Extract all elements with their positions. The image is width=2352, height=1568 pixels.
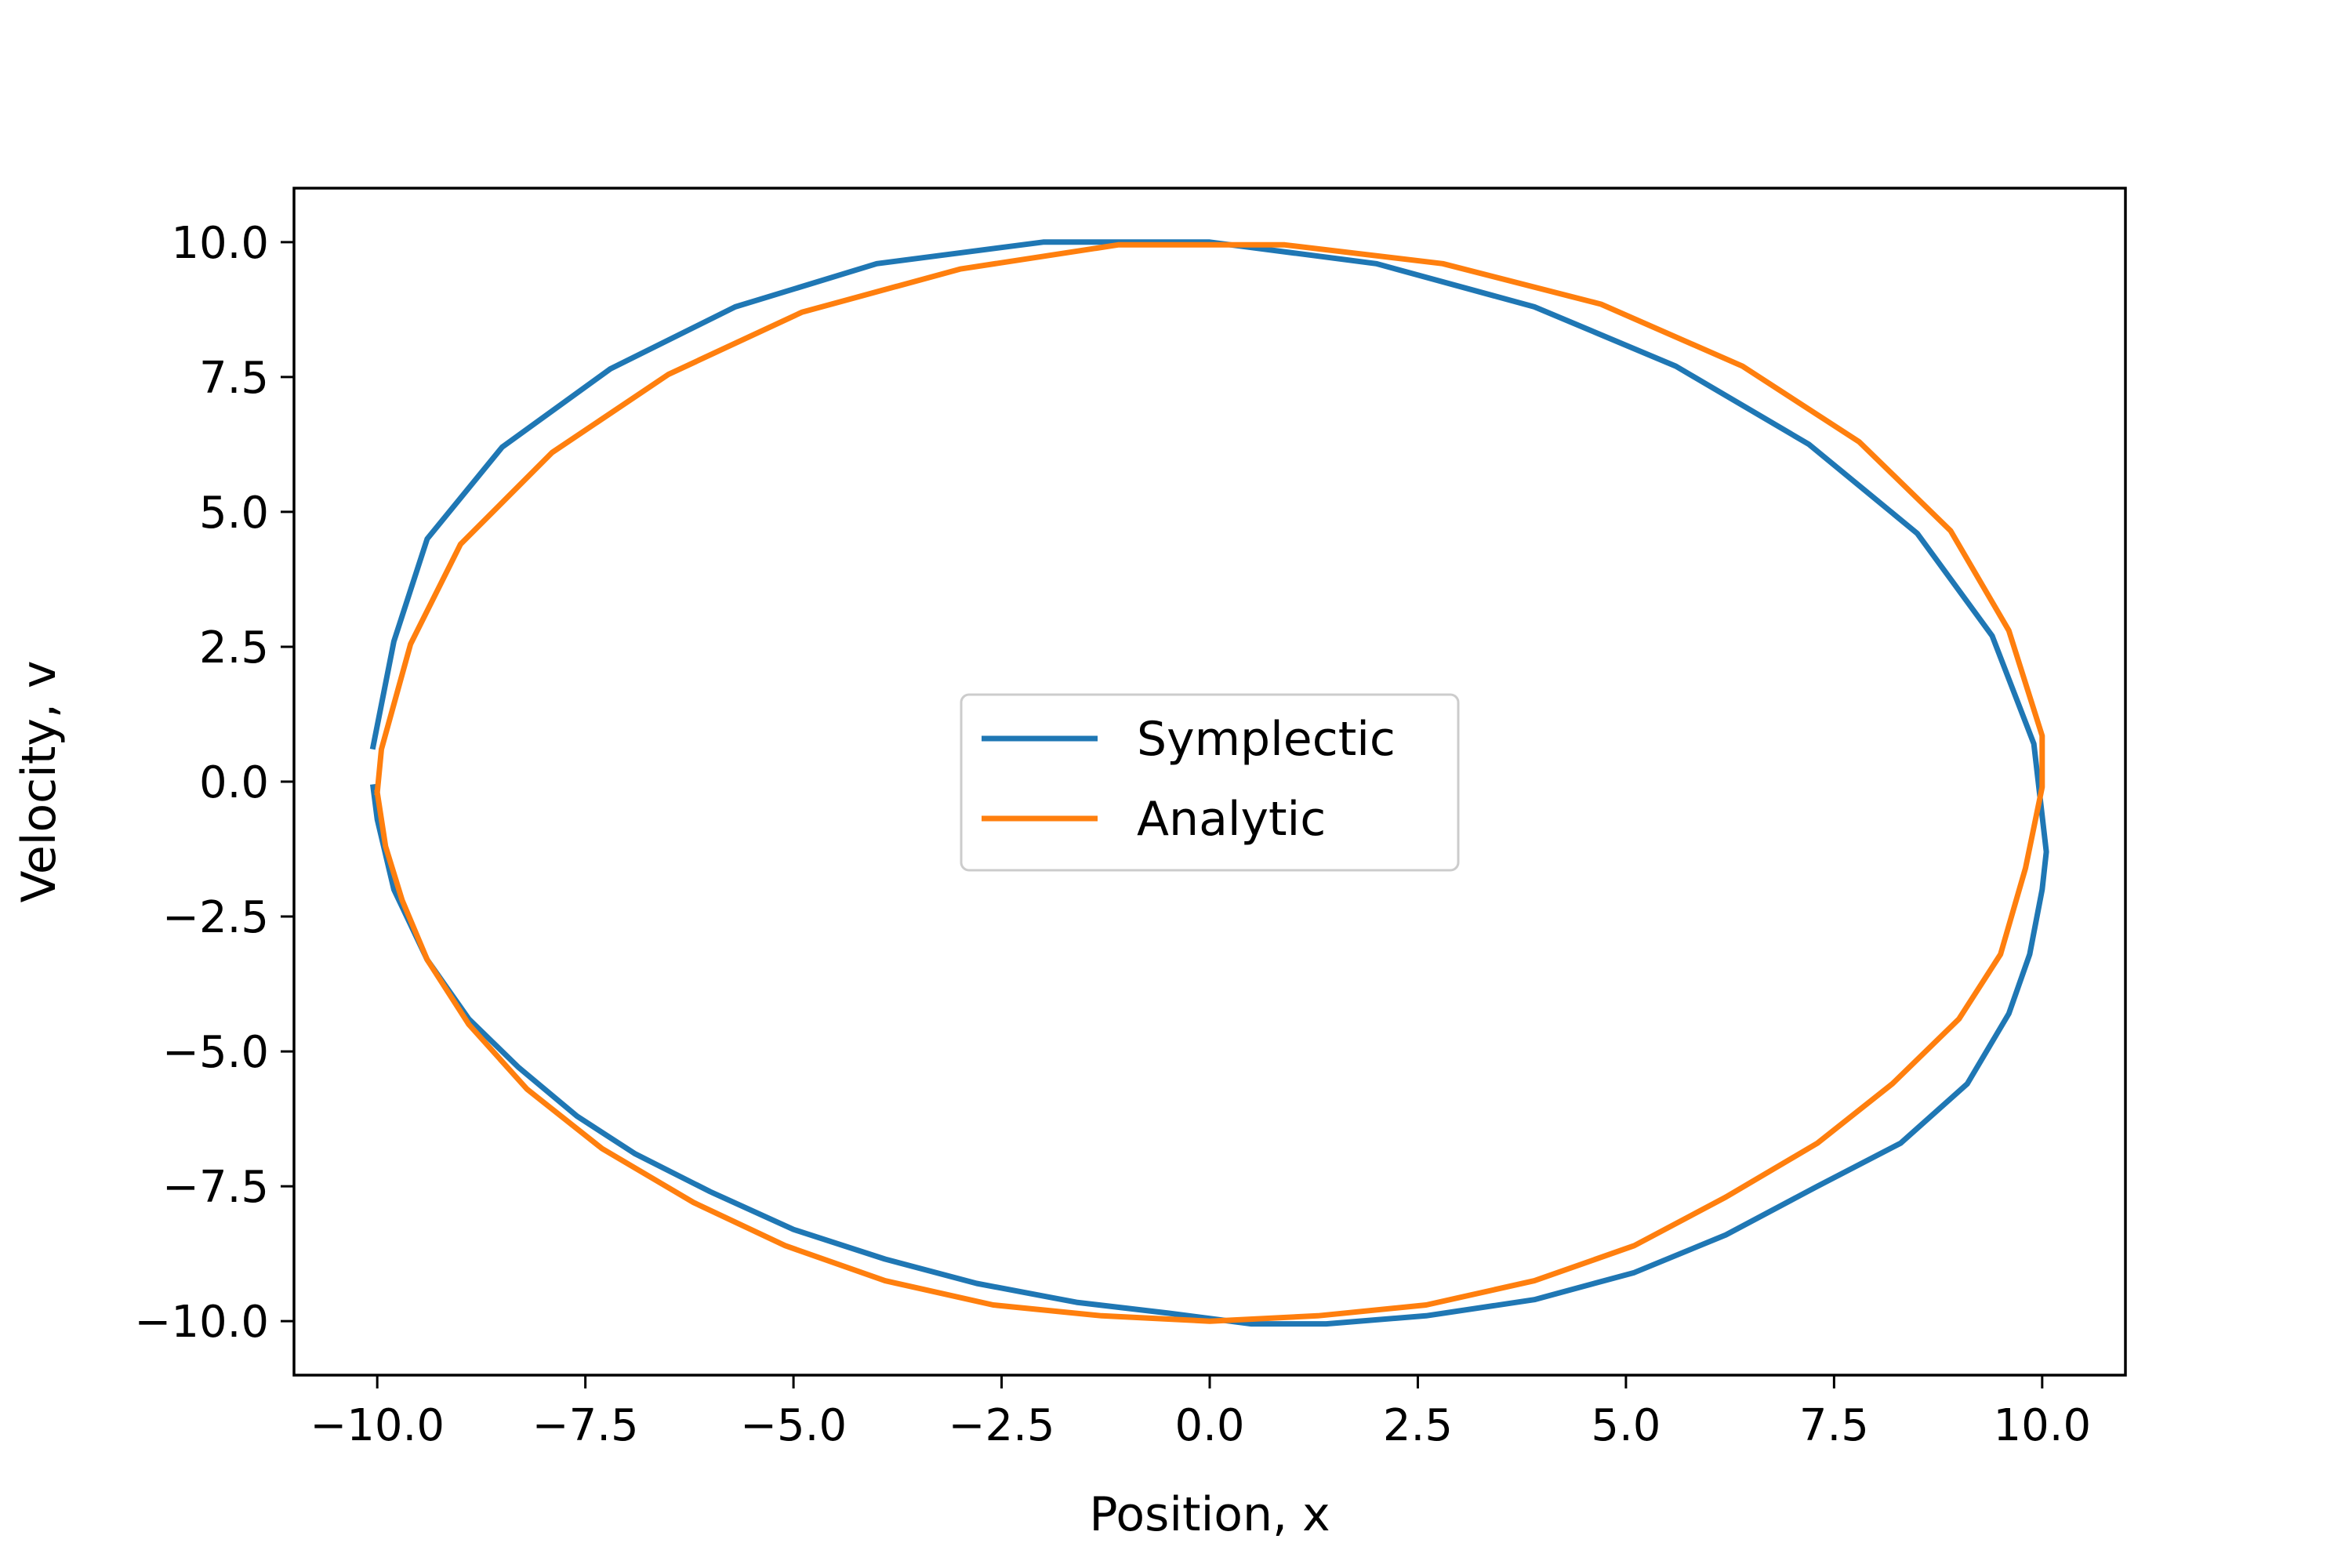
series-layer (369, 239, 2049, 1327)
x-tick-label: −5.0 (740, 1400, 847, 1451)
series-line-analytic (374, 241, 2045, 1324)
x-axis-label: Position, x (1089, 1487, 1330, 1542)
y-axis: −10.0 −7.5 −5.0 −2.5 0.0 2.5 5.0 7.5 10.0 (134, 218, 294, 1348)
y-tick-label: 2.5 (199, 622, 269, 673)
legend-label-analytic: Analytic (1137, 792, 1326, 847)
y-tick-label: −7.5 (162, 1162, 269, 1213)
x-tick-label: 7.5 (1799, 1400, 1869, 1451)
y-tick-label: 5.0 (199, 488, 269, 539)
series-line-symplectic (369, 239, 2049, 1327)
x-tick-label: −10.0 (310, 1400, 445, 1451)
legend-label-symplectic: Symplectic (1137, 712, 1396, 767)
x-tick-label: 5.0 (1591, 1400, 1661, 1451)
x-tick-label: 10.0 (1993, 1400, 2091, 1451)
y-axis-label: Velocity, v (12, 660, 67, 902)
x-tick-label: −7.5 (532, 1400, 639, 1451)
x-axis: −10.0 −7.5 −5.0 −2.5 0.0 2.5 5.0 7.5 10.0 (310, 1375, 2091, 1451)
y-tick-label: −2.5 (162, 892, 269, 943)
legend: Symplectic Analytic (960, 693, 1460, 872)
x-tick-label: 0.0 (1174, 1400, 1244, 1451)
x-tick-label: −2.5 (949, 1400, 1055, 1451)
y-tick-label: −5.0 (162, 1027, 269, 1078)
x-tick-label: 2.5 (1383, 1400, 1453, 1451)
y-tick-label: 0.0 (199, 757, 269, 808)
y-tick-label: −10.0 (134, 1297, 269, 1348)
y-tick-label: 7.5 (199, 353, 269, 404)
y-tick-label: 10.0 (171, 218, 269, 269)
